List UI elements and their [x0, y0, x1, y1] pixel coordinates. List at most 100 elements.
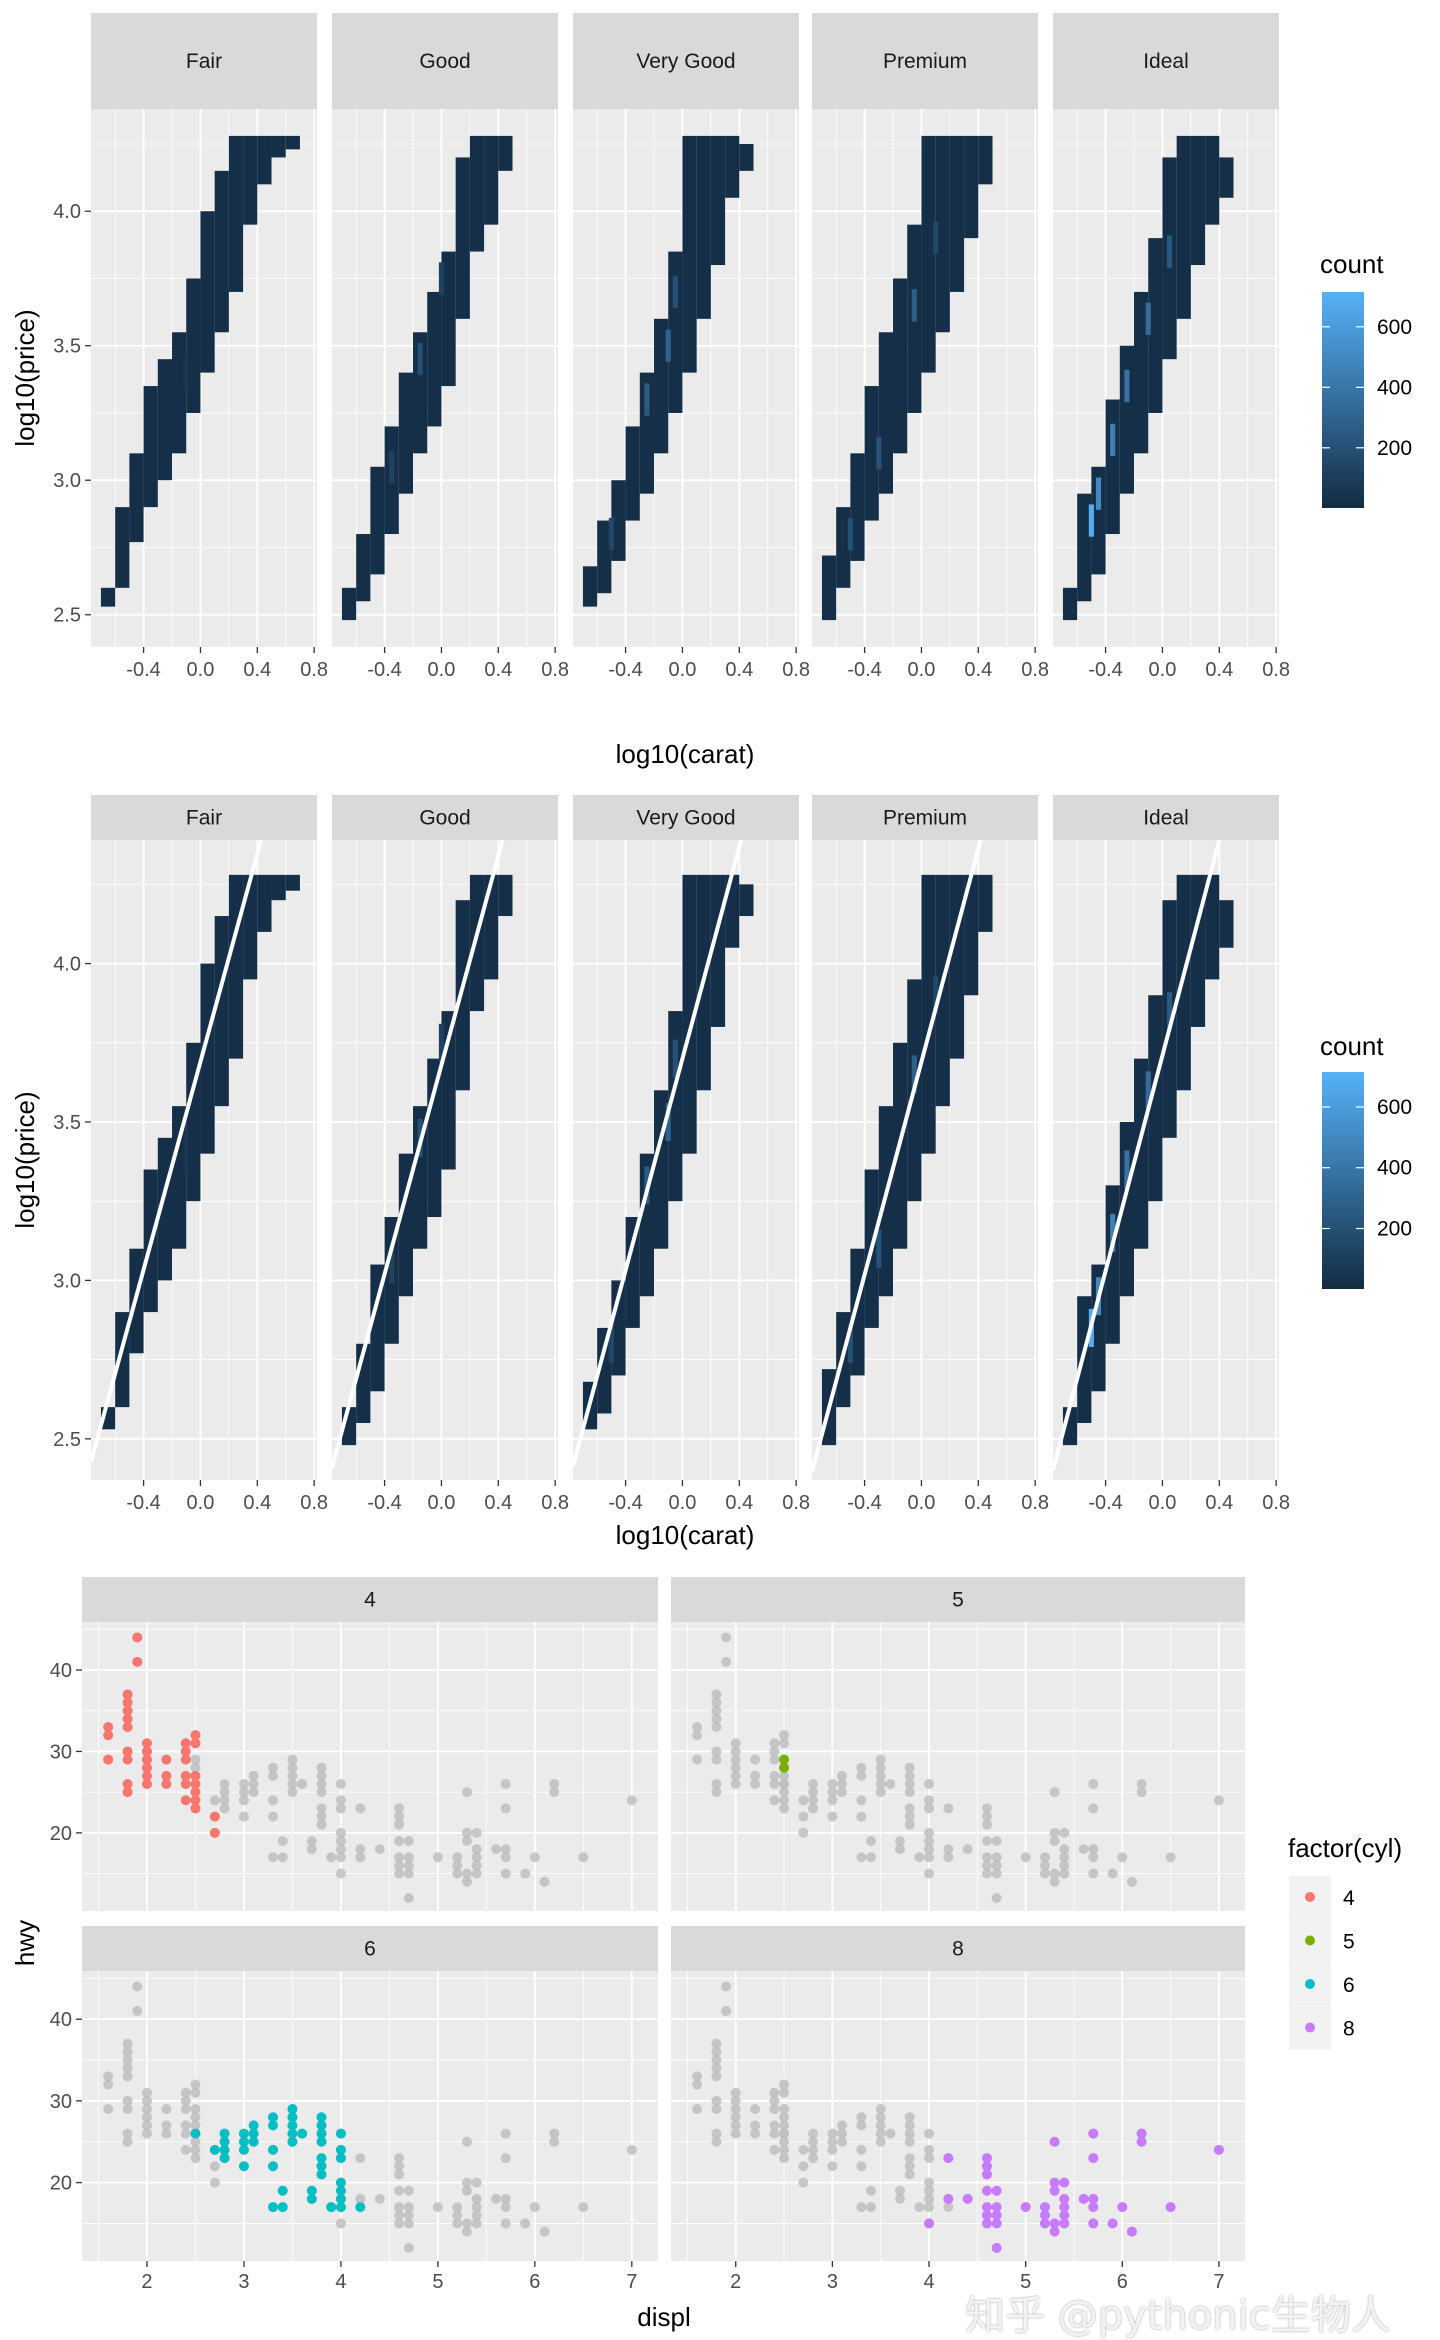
heat-cell-hotspot: [1110, 423, 1116, 457]
heat-cell: [370, 1264, 385, 1392]
data-point: [190, 2128, 201, 2139]
background-point: [779, 2153, 790, 2164]
background-point: [837, 2120, 848, 2131]
background-point: [432, 2202, 443, 2213]
heat-cell: [285, 874, 300, 891]
x-tick-label: 0.8: [541, 1492, 569, 1514]
background-point: [711, 1689, 722, 1700]
background-point: [394, 1819, 405, 1830]
background-point: [190, 2136, 201, 2147]
background-point: [335, 1844, 346, 1855]
heat-cell: [115, 507, 130, 588]
data-point: [190, 1795, 201, 1806]
background-point: [238, 1811, 249, 1822]
heat-cell: [1219, 157, 1234, 198]
background-point: [394, 1811, 405, 1822]
background-point: [471, 2193, 482, 2204]
background-point: [991, 1860, 1002, 1871]
data-point: [287, 2104, 298, 2115]
background-point: [403, 1860, 414, 1871]
background-point: [316, 1762, 327, 1773]
heat-cell: [597, 1327, 612, 1414]
background-point: [219, 1787, 230, 1798]
data-point: [122, 1705, 133, 1716]
background-point: [769, 2128, 780, 2139]
background-point: [904, 1770, 915, 1781]
background-point: [779, 2079, 790, 2090]
x-tick-label: 0.8: [782, 1492, 810, 1514]
heat-cell: [921, 135, 936, 373]
background-point: [626, 2144, 637, 2155]
heat-cell: [739, 143, 754, 171]
heat-cell: [1176, 874, 1191, 1091]
x-tick-label: -0.4: [367, 659, 401, 681]
background-point: [355, 1844, 366, 1855]
background-point: [750, 2104, 761, 2115]
background-point: [355, 1852, 366, 1863]
heat-cell: [370, 466, 385, 575]
data-point: [1078, 2193, 1089, 2204]
background-point: [769, 2087, 780, 2098]
background-point: [924, 1868, 935, 1879]
background-point: [316, 1787, 327, 1798]
background-point: [461, 2185, 472, 2196]
heat-cell: [696, 135, 711, 319]
data-point: [287, 2112, 298, 2123]
heat-cell: [725, 135, 740, 198]
background-point: [549, 2128, 560, 2139]
heat-cell: [172, 1106, 187, 1249]
background-point: [991, 1852, 1002, 1863]
heat-cell: [186, 1042, 201, 1202]
background-point: [238, 1795, 249, 1806]
background-point: [750, 1779, 761, 1790]
data-point: [287, 2128, 298, 2139]
background-point: [1088, 1779, 1099, 1790]
background-point: [924, 1803, 935, 1814]
background-point: [711, 2071, 722, 2082]
background-point: [904, 1803, 915, 1814]
background-point: [461, 1787, 472, 1798]
heat-cell: [1134, 291, 1149, 454]
y-tick-label: 40: [50, 1660, 72, 1682]
x-tick-label: 5: [1020, 2271, 1031, 2293]
facet-strip-label: Very Good: [636, 807, 735, 830]
heat-cell-hotspot: [1124, 1150, 1130, 1189]
background-point: [549, 2136, 560, 2147]
background-point: [500, 2218, 511, 2229]
background-point: [924, 2202, 935, 2213]
heat-cell: [271, 135, 286, 158]
data-point: [180, 1770, 191, 1781]
background-point: [769, 2095, 780, 2106]
facet-strip-label: Premium: [883, 807, 967, 830]
background-point: [452, 2210, 463, 2221]
y-tick-label: 4.0: [53, 954, 81, 976]
background-point: [875, 1754, 886, 1765]
background-point: [981, 1868, 992, 1879]
y-tick-label: 40: [50, 2009, 72, 2031]
background-point: [779, 2087, 790, 2098]
heat-cell: [1091, 466, 1106, 575]
background-point: [711, 2128, 722, 2139]
x-tick-label: 0.4: [964, 659, 992, 681]
background-point: [1078, 1844, 1089, 1855]
background-point: [875, 2112, 886, 2123]
heat-cell: [469, 874, 485, 1012]
data-point: [981, 2210, 992, 2221]
background-point: [798, 2177, 809, 2188]
background-point: [808, 2153, 819, 2164]
background-point: [711, 2104, 722, 2115]
background-point: [500, 1803, 511, 1814]
background-point: [904, 1811, 915, 1822]
x-tick-label: 0.0: [187, 659, 215, 681]
background-point: [306, 1844, 317, 1855]
background-point: [500, 1844, 511, 1855]
background-point: [808, 1779, 819, 1790]
background-point: [180, 2087, 191, 2098]
background-point: [1049, 1835, 1060, 1846]
data-point: [287, 2120, 298, 2131]
heat-cell: [1077, 493, 1092, 602]
data-point: [335, 2185, 346, 2196]
data-point: [238, 2128, 249, 2139]
background-point: [626, 1795, 637, 1806]
background-point: [122, 2038, 133, 2049]
